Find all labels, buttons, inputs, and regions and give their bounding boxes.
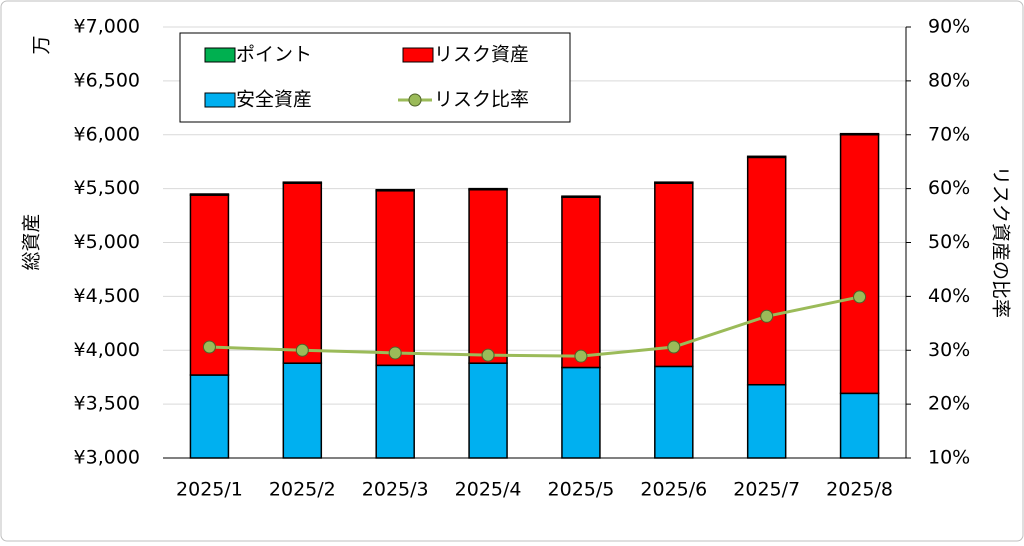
legend-label: 安全資産: [236, 89, 312, 111]
y2-tick-label: 10%: [928, 447, 970, 469]
legend-marker: [408, 93, 422, 107]
y2-axis-label: リスク資産の比率: [990, 166, 1012, 318]
bar-segment: [189, 374, 230, 459]
y-tick-label: ¥6,500: [74, 69, 140, 91]
bar-segment: [654, 182, 694, 368]
legend-label: ポイント: [236, 44, 312, 66]
bar-segment: [468, 187, 508, 191]
bar-segment: [561, 196, 601, 369]
legend-swatch: [402, 47, 434, 63]
x-tick-label: 2025/4: [455, 479, 522, 501]
bar-segment: [375, 188, 415, 192]
line-marker: [853, 290, 867, 304]
bar-segment: [468, 188, 508, 364]
legend-swatch: [204, 47, 236, 63]
bar-segment: [839, 132, 880, 136]
bar-segment: [654, 365, 694, 459]
y2-tick-label: 90%: [928, 16, 970, 38]
x-tick-label: 2025/6: [640, 479, 707, 501]
y-tick-label: ¥5,500: [74, 177, 140, 199]
line-marker: [202, 340, 216, 354]
y2-tick-label: 30%: [928, 339, 970, 361]
x-tick-label: 2025/2: [269, 479, 336, 501]
y2-tick-label: 70%: [928, 123, 970, 145]
bar-segment: [746, 156, 787, 386]
bar-segment: [189, 193, 230, 196]
bar-segment: [282, 181, 323, 184]
x-tick-label: 2025/3: [362, 479, 429, 501]
line-marker: [295, 343, 309, 357]
x-tick-label: 2025/7: [733, 479, 800, 501]
y2-tick-label: 20%: [928, 393, 970, 415]
bar-segment: [839, 392, 880, 459]
y2-tick-label: 40%: [928, 285, 970, 307]
y2-tick-label: 50%: [928, 231, 970, 253]
line-marker: [574, 349, 588, 363]
line-marker: [388, 346, 402, 360]
y-tick-label: ¥4,500: [74, 285, 140, 307]
legend-swatch: [204, 92, 236, 108]
y-tick-label: ¥3,500: [74, 393, 140, 415]
bar-segment: [746, 383, 787, 459]
bar-segment: [282, 182, 323, 364]
bar-segment: [654, 181, 694, 184]
y-unit: 万: [31, 35, 53, 54]
y-tick-label: ¥6,000: [74, 123, 140, 145]
legend-box: [179, 32, 571, 123]
line-series: [209, 295, 860, 358]
y2-tick-label: 60%: [928, 177, 970, 199]
y2-tick-label: 80%: [928, 69, 970, 91]
legend-label: リスク比率: [434, 89, 529, 111]
y-tick-label: ¥5,000: [74, 231, 140, 253]
y-tick-label: ¥3,000: [74, 447, 140, 469]
bar-segment: [839, 134, 880, 395]
bar-segment: [282, 362, 323, 459]
x-tick-label: 2025/8: [826, 479, 893, 501]
bar-segment: [468, 362, 508, 459]
line-marker: [760, 309, 774, 323]
x-tick-label: 2025/1: [176, 479, 243, 501]
line-marker: [667, 340, 681, 354]
legend-label: リスク資産: [434, 44, 529, 66]
line-marker: [481, 348, 495, 362]
bar-segment: [561, 366, 601, 459]
bar-segment: [746, 155, 787, 159]
y-tick-label: ¥4,000: [74, 339, 140, 361]
y-tick-label: ¥7,000: [74, 16, 140, 38]
bar-segment: [375, 364, 415, 459]
y-axis-label: 総資産: [21, 213, 43, 270]
x-tick-label: 2025/5: [548, 479, 615, 501]
bar-segment: [561, 195, 601, 198]
bar-segment: [375, 190, 415, 367]
